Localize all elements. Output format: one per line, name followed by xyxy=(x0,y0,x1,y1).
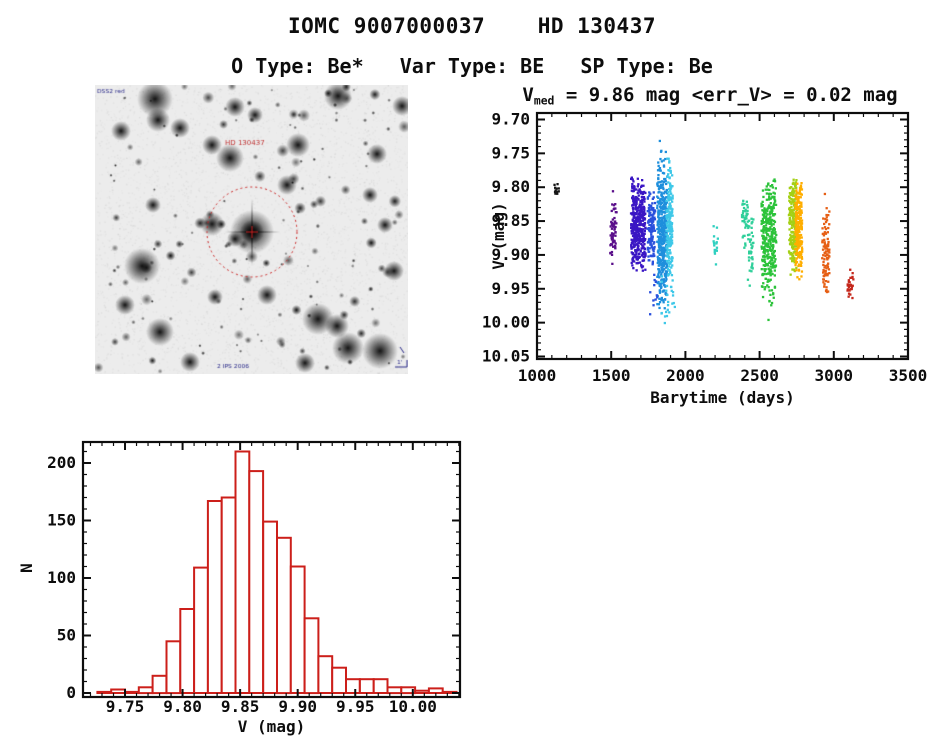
svg-text:9.80: 9.80 xyxy=(491,177,530,196)
svg-text:10.00: 10.00 xyxy=(389,697,437,716)
svg-text:9.75: 9.75 xyxy=(491,143,530,162)
svg-text:150: 150 xyxy=(47,511,76,530)
lightcurve-title-v: V xyxy=(522,84,534,106)
svg-text:100: 100 xyxy=(47,568,76,587)
svg-text:3000: 3000 xyxy=(815,366,854,385)
svg-text:9.90: 9.90 xyxy=(491,245,530,264)
svg-text:10.00: 10.00 xyxy=(482,313,530,332)
svg-text:9.95: 9.95 xyxy=(491,279,530,298)
svg-text:2000: 2000 xyxy=(666,366,705,385)
svg-text:2500: 2500 xyxy=(740,366,779,385)
finder-chart-image xyxy=(95,85,408,374)
page-title: IOMC 9007000037 HD 130437 xyxy=(287,14,656,38)
svg-text:50: 50 xyxy=(57,626,76,645)
lightcurve-yaxis-label: V (mag) xyxy=(489,202,508,270)
svg-text:200: 200 xyxy=(47,453,76,472)
lightcurve-xaxis-label: Barytime (days) xyxy=(650,388,795,407)
svg-text:3500: 3500 xyxy=(889,366,928,385)
svg-text:0: 0 xyxy=(66,683,76,702)
svg-text:9.80: 9.80 xyxy=(163,697,202,716)
histogram-xaxis-label: V (mag) xyxy=(237,717,306,736)
svg-text:9.95: 9.95 xyxy=(336,697,375,716)
svg-text:9.75: 9.75 xyxy=(106,697,145,716)
svg-text:1500: 1500 xyxy=(592,366,631,385)
lightcurve-title-sub: med xyxy=(533,93,555,108)
svg-text:9.85: 9.85 xyxy=(491,211,530,230)
svg-text:10.05: 10.05 xyxy=(482,346,530,365)
lightcurve-title-rest: = 9.86 mag <err_V> = 0.02 mag xyxy=(554,84,898,106)
svg-text:9.70: 9.70 xyxy=(491,110,530,129)
svg-text:9.85: 9.85 xyxy=(221,697,260,716)
lightcurve-title: Vmed = 9.86 mag <err_V> = 0.02 mag xyxy=(476,84,944,107)
svg-text:1000: 1000 xyxy=(518,366,557,385)
svg-text:9.90: 9.90 xyxy=(278,697,317,716)
page-subtitle: O Type: Be* Var Type: BE SP Type: Be xyxy=(231,54,713,78)
histogram-yaxis-label: N xyxy=(17,563,36,573)
